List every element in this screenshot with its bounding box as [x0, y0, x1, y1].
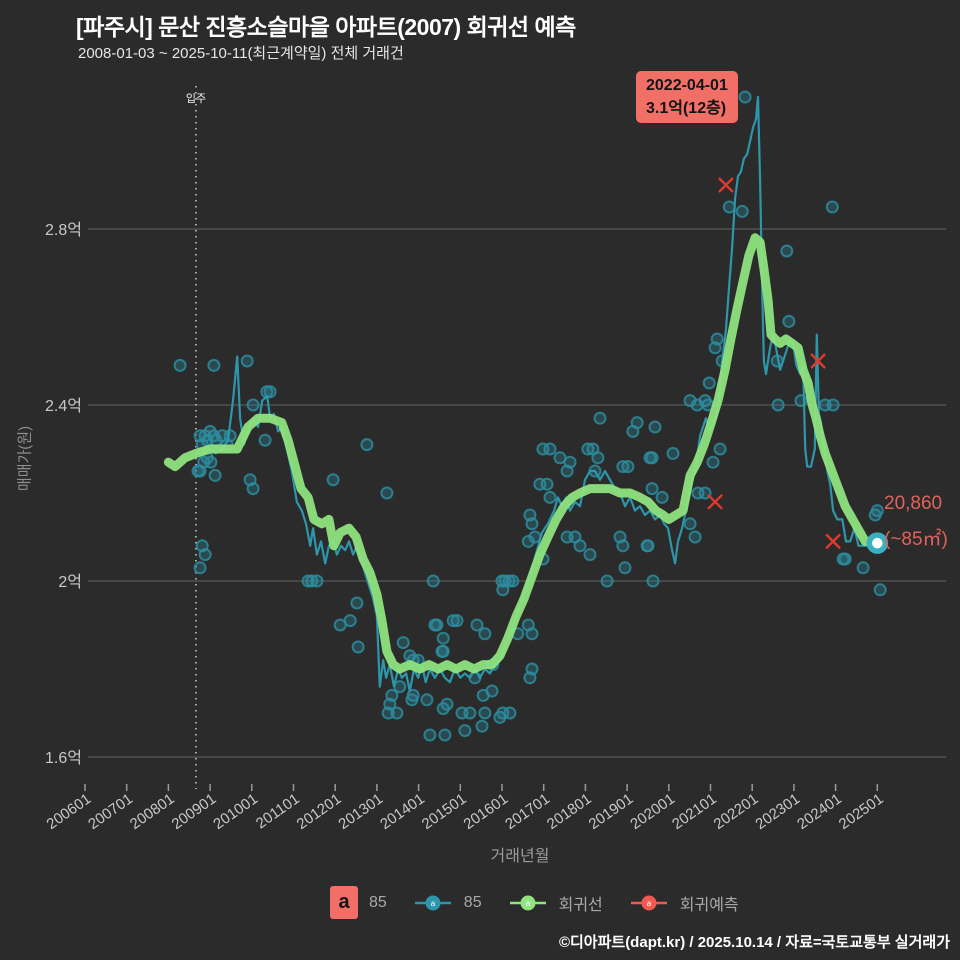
- legend-item-85-line[interactable]: a 85: [413, 894, 482, 912]
- svg-text:1.6억: 1.6억: [45, 749, 82, 767]
- x-axis-ticks: 2006012007012008012009012010012011012012…: [44, 784, 887, 833]
- svg-text:2억: 2억: [58, 573, 82, 591]
- svg-text:201101: 201101: [253, 790, 303, 832]
- move-in-label: 입주: [185, 93, 207, 105]
- svg-text:201601: 201601: [461, 790, 512, 833]
- legend-label: 85: [463, 893, 482, 911]
- monthly-avg-line[interactable]: [195, 95, 871, 693]
- svg-text:202201: 202201: [711, 790, 762, 833]
- svg-text:201401: 201401: [377, 790, 428, 833]
- annotation-price: 3.1억(12층): [646, 100, 727, 117]
- last-point-marker[interactable]: [866, 532, 889, 554]
- svg-text:202301: 202301: [752, 790, 803, 833]
- legend-label: 회귀예측: [679, 896, 739, 914]
- svg-text:200901: 200901: [169, 790, 220, 833]
- svg-text:201501: 201501: [419, 790, 470, 833]
- legend-square-icon: a: [330, 886, 358, 919]
- page-title: [파주시] 문산 진흥소슬마을 아파트(2007) 회귀선 예측: [76, 14, 576, 40]
- svg-text:201201: 201201: [294, 790, 345, 833]
- last-price-label: 20,860 (~85㎡): [884, 492, 948, 551]
- line-marker-icon: a: [509, 895, 546, 910]
- prediction-markers[interactable]: [707, 177, 841, 550]
- regression-line[interactable]: [163, 233, 882, 674]
- svg-text:202101: 202101: [669, 790, 720, 833]
- svg-text:2.8억: 2.8억: [45, 221, 82, 239]
- svg-text:202401: 202401: [794, 790, 845, 833]
- y-axis-ticks: 2.8억 2.4억 2억 1.6억: [45, 221, 82, 767]
- svg-text:200601: 200601: [44, 790, 95, 833]
- legend-label: 회귀선: [558, 896, 603, 914]
- svg-text:202501: 202501: [836, 790, 887, 833]
- legend-item-regression[interactable]: a 회귀선: [508, 891, 603, 915]
- svg-text:201701: 201701: [502, 790, 553, 833]
- legend: a 85 a 85 a 회귀선 a 회귀예측: [330, 886, 739, 919]
- y-axis-title: 매매가(원): [16, 425, 34, 492]
- scatter-points[interactable]: [173, 90, 887, 742]
- annotation-date: 2022-04-01: [646, 77, 728, 94]
- grid: [88, 228, 946, 758]
- footer-credit: ©디아파트(dapt.kr) / 2025.10.14 / 자료=국토교통부 실…: [558, 934, 950, 951]
- svg-text:201301: 201301: [335, 790, 386, 833]
- legend-label: 85: [369, 893, 387, 911]
- svg-text:202001: 202001: [627, 790, 678, 833]
- x-axis-title: 거래년월: [490, 848, 550, 865]
- legend-item-prediction[interactable]: a 회귀예측: [629, 891, 739, 915]
- line-marker-icon: a: [630, 895, 667, 910]
- legend-item-85-text[interactable]: a 85: [330, 886, 387, 919]
- last-price-area: (~85㎡): [884, 529, 948, 550]
- last-price-value: 20,860: [884, 493, 943, 514]
- page-subtitle: 2008-01-03 ~ 2025-10-11(최근계약일) 전체 거래건: [78, 45, 404, 62]
- line-marker-icon: a: [414, 895, 451, 910]
- svg-text:a: a: [525, 899, 530, 908]
- svg-text:201801: 201801: [544, 790, 595, 833]
- svg-text:201001: 201001: [210, 790, 261, 833]
- svg-text:200801: 200801: [127, 790, 178, 833]
- annotation-box: 2022-04-01 3.1억(12층): [636, 71, 738, 123]
- svg-text:201901: 201901: [586, 790, 637, 833]
- svg-text:a: a: [431, 899, 436, 908]
- svg-text:a: a: [647, 899, 652, 908]
- svg-text:200701: 200701: [85, 790, 136, 833]
- svg-text:2.4억: 2.4억: [45, 397, 82, 415]
